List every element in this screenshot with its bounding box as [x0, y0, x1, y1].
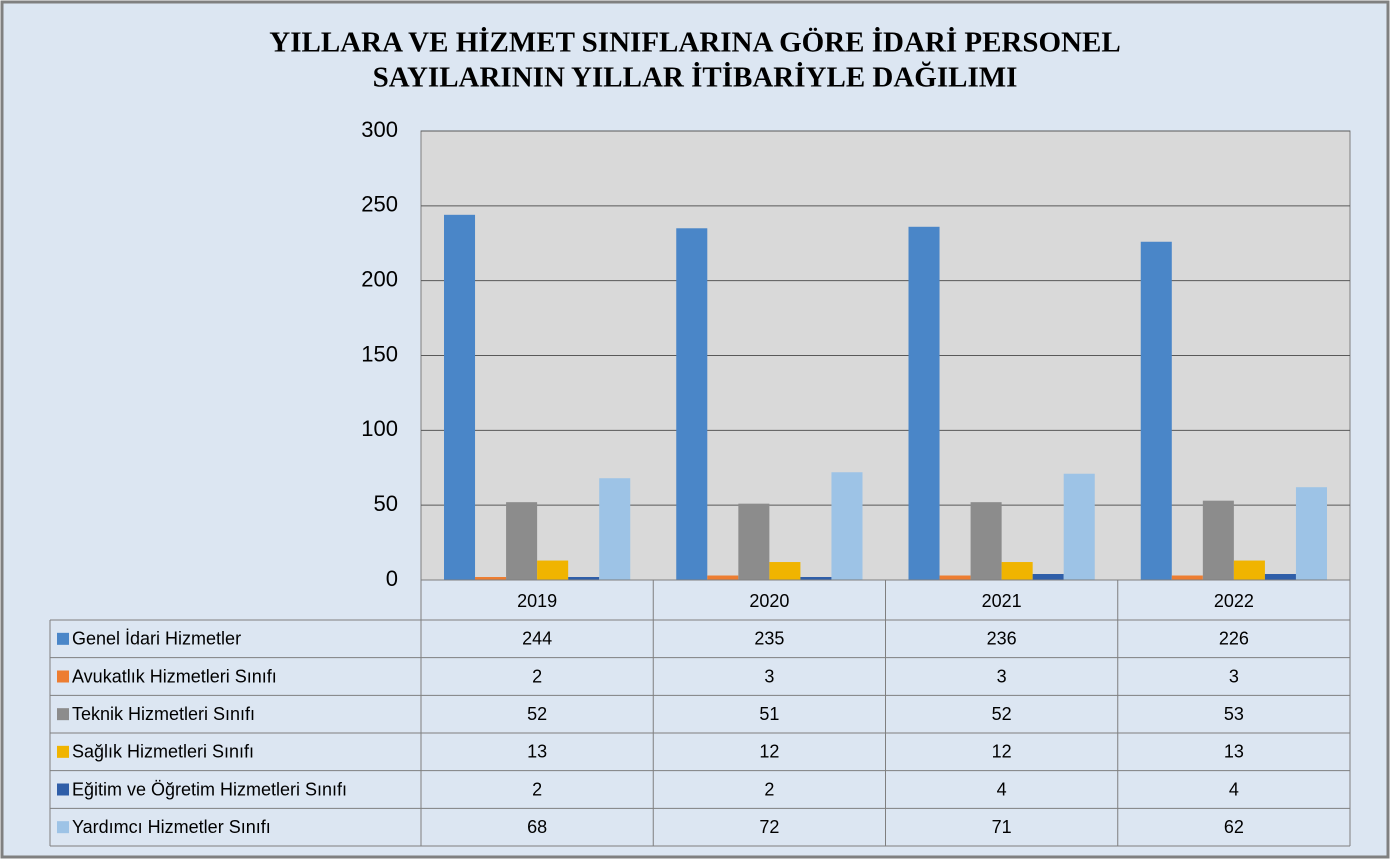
- y-tick-label: 100: [361, 416, 398, 441]
- legend-label: Genel İdari Hizmetler: [72, 629, 241, 649]
- bar: [769, 562, 801, 580]
- table-value: 244: [522, 629, 552, 649]
- bar: [506, 502, 538, 580]
- y-tick-label: 0: [386, 566, 398, 591]
- bar: [738, 503, 770, 580]
- table-value: 2: [764, 779, 774, 799]
- x-tick-label: 2021: [982, 591, 1022, 611]
- bar: [475, 577, 507, 580]
- legend-label: Sağlık Hizmetleri Sınıfı: [72, 742, 254, 762]
- bar: [970, 502, 1002, 580]
- bar: [831, 472, 863, 580]
- bar: [537, 560, 569, 580]
- legend-key: [57, 632, 69, 645]
- legend-label: Teknik Hizmetleri Sınıfı: [72, 704, 255, 724]
- chart-title: YILLARA VE HİZMET SINIFLARINA GÖRE İDARİ…: [269, 26, 1120, 59]
- table-value: 53: [1224, 704, 1244, 724]
- legend-label: Avukatlık Hizmetleri Sınıfı: [72, 666, 277, 686]
- bar: [1001, 562, 1033, 580]
- table-value: 12: [759, 742, 779, 762]
- legend-label: Yardımcı Hizmetler Sınıfı: [72, 817, 271, 837]
- bar: [1140, 241, 1172, 580]
- table-value: 62: [1224, 817, 1244, 837]
- bar: [1032, 574, 1064, 580]
- chart-title: SAYILARININ YILLAR İTİBARİYLE DAĞILIMI: [373, 61, 1018, 94]
- table-value: 71: [992, 817, 1012, 837]
- bar: [1264, 574, 1296, 580]
- table-value: 51: [759, 704, 779, 724]
- bar: [939, 575, 971, 580]
- bar: [908, 226, 940, 580]
- table-value: 13: [527, 742, 547, 762]
- table-value: 3: [1229, 666, 1239, 686]
- x-tick-label: 2020: [749, 591, 789, 611]
- bar: [676, 228, 708, 581]
- table-value: 3: [997, 666, 1007, 686]
- bar: [1295, 487, 1327, 580]
- table-value: 72: [759, 817, 779, 837]
- legend-key: [57, 821, 69, 834]
- bar: [599, 478, 631, 580]
- bar: [1202, 500, 1234, 580]
- x-tick-label: 2019: [517, 591, 557, 611]
- table-value: 235: [754, 629, 784, 649]
- table-value: 3: [764, 666, 774, 686]
- table-value: 226: [1219, 629, 1249, 649]
- table-value: 236: [987, 629, 1017, 649]
- table-value: 52: [992, 704, 1012, 724]
- table-value: 4: [997, 779, 1007, 799]
- bar: [1233, 560, 1265, 580]
- table-value: 12: [992, 742, 1012, 762]
- table-value: 2: [532, 779, 542, 799]
- bar: [800, 577, 832, 580]
- bar: [707, 575, 739, 580]
- legend-key: [57, 670, 69, 683]
- y-tick-label: 50: [374, 491, 398, 516]
- y-tick-label: 300: [361, 117, 398, 142]
- legend-key: [57, 783, 69, 796]
- legend-key: [57, 708, 69, 721]
- bar: [444, 214, 476, 580]
- y-tick-label: 250: [361, 192, 398, 217]
- legend-label: Eğitim ve Öğretim Hizmetleri Sınıfı: [72, 779, 347, 799]
- legend-key: [57, 745, 69, 758]
- y-tick-label: 200: [361, 266, 398, 291]
- bar: [1063, 473, 1095, 580]
- table-value: 13: [1224, 742, 1244, 762]
- x-tick-label: 2022: [1214, 591, 1254, 611]
- bar: [568, 577, 600, 580]
- bar: [1171, 575, 1203, 580]
- table-value: 52: [527, 704, 547, 724]
- y-tick-label: 150: [361, 341, 398, 366]
- table-value: 2: [532, 666, 542, 686]
- table-value: 68: [527, 817, 547, 837]
- table-value: 4: [1229, 779, 1239, 799]
